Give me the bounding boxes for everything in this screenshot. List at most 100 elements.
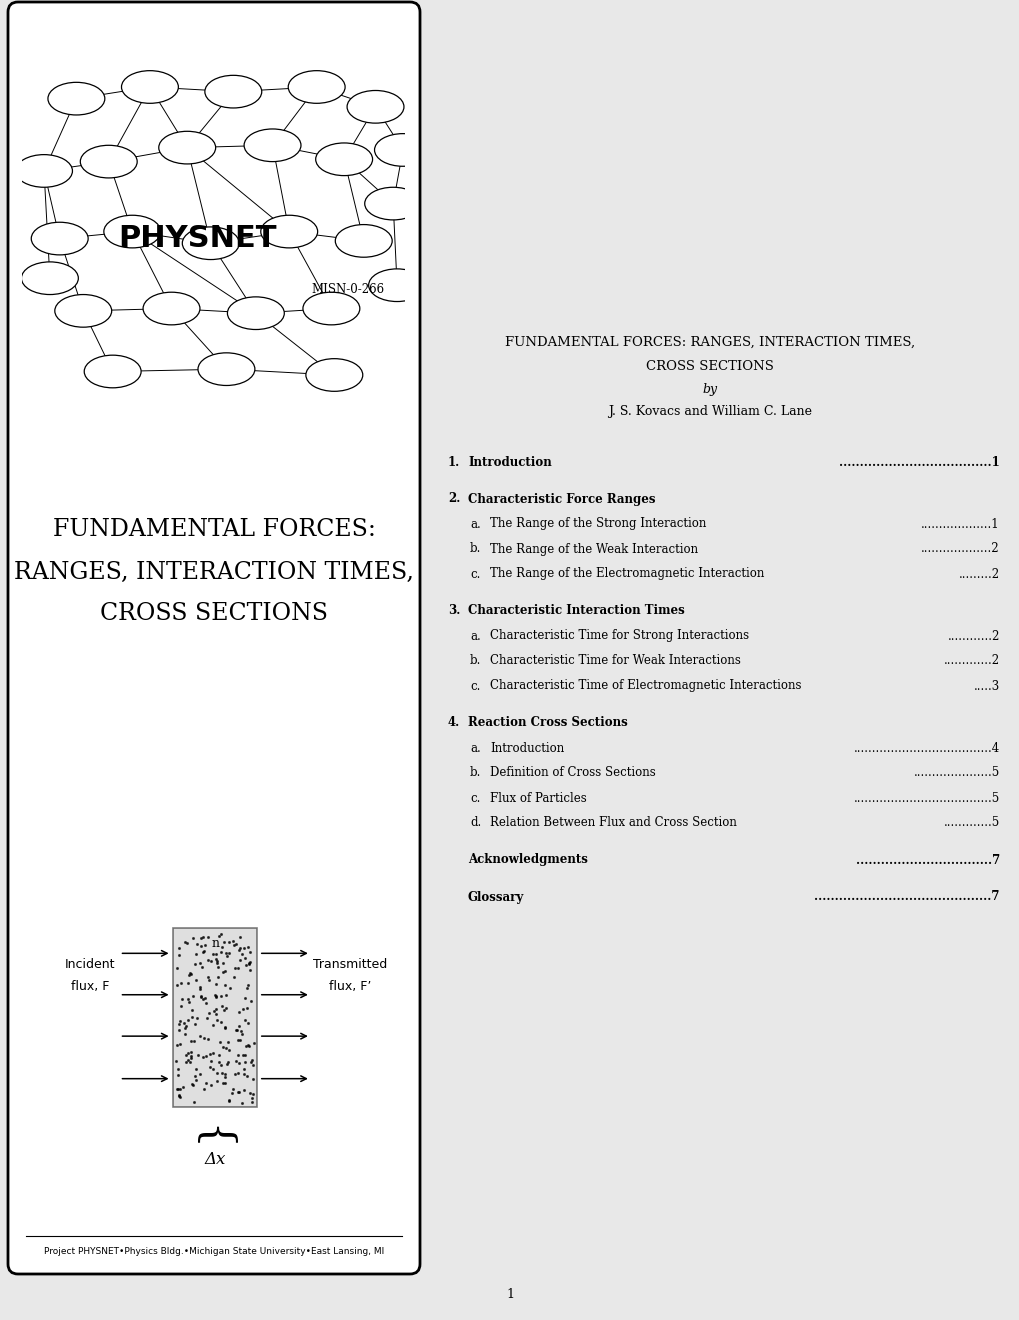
- Text: Glossary: Glossary: [468, 891, 524, 903]
- Ellipse shape: [48, 82, 105, 115]
- Point: [245, 1084, 261, 1105]
- Point: [211, 1044, 227, 1065]
- Point: [186, 953, 203, 974]
- Point: [189, 933, 205, 954]
- Point: [197, 935, 213, 956]
- Point: [218, 985, 234, 1006]
- Point: [187, 944, 204, 965]
- Point: [226, 1064, 243, 1085]
- Point: [201, 1002, 217, 1023]
- Text: Characteristic Force Ranges: Characteristic Force Ranges: [468, 492, 655, 506]
- Ellipse shape: [21, 261, 78, 294]
- Point: [217, 1067, 233, 1088]
- Point: [217, 960, 233, 981]
- Point: [226, 958, 243, 979]
- Point: [187, 969, 204, 990]
- Point: [204, 1015, 220, 1036]
- Point: [187, 1059, 204, 1080]
- Point: [184, 1074, 201, 1096]
- Text: ...................2: ...................2: [920, 543, 999, 556]
- Point: [245, 1055, 261, 1076]
- Point: [231, 949, 248, 970]
- Point: [222, 977, 238, 998]
- Text: 1: 1: [505, 1288, 514, 1302]
- Point: [178, 1015, 195, 1036]
- Text: a.: a.: [470, 517, 480, 531]
- Point: [179, 1049, 196, 1071]
- Point: [200, 1028, 216, 1049]
- Text: PHYSNET: PHYSNET: [117, 224, 276, 253]
- Text: RANGES, INTERACTION TIMES,: RANGES, INTERACTION TIMES,: [14, 561, 414, 583]
- Point: [192, 1026, 208, 1047]
- Point: [170, 937, 186, 958]
- Point: [236, 948, 253, 969]
- Point: [208, 999, 224, 1020]
- Point: [214, 1063, 230, 1084]
- Point: [200, 927, 216, 948]
- Ellipse shape: [55, 294, 112, 327]
- Point: [215, 961, 231, 982]
- Point: [220, 932, 236, 953]
- Point: [243, 941, 259, 962]
- Bar: [173, 928, 257, 1106]
- Ellipse shape: [85, 355, 141, 388]
- Point: [244, 1092, 260, 1113]
- Point: [184, 986, 201, 1007]
- Point: [185, 1092, 202, 1113]
- Point: [216, 1018, 232, 1039]
- Point: [233, 1092, 250, 1113]
- Point: [231, 927, 248, 948]
- Point: [171, 1014, 187, 1035]
- Ellipse shape: [15, 154, 72, 187]
- Point: [187, 1014, 204, 1035]
- Point: [179, 989, 196, 1010]
- Text: .................................7: .................................7: [855, 854, 999, 866]
- Point: [172, 1078, 189, 1100]
- Point: [219, 1053, 235, 1074]
- Point: [235, 1064, 252, 1085]
- Point: [221, 1040, 237, 1061]
- Text: .....................................5: .....................................5: [853, 792, 999, 804]
- Text: Project PHYSNET•Physics Bldg.•Michigan State University•East Lansing, MI: Project PHYSNET•Physics Bldg.•Michigan S…: [44, 1247, 384, 1257]
- Point: [236, 1059, 253, 1080]
- Text: .............5: .............5: [943, 817, 999, 829]
- Text: a.: a.: [470, 742, 480, 755]
- Point: [231, 1015, 248, 1036]
- Text: ...................1: ...................1: [920, 517, 999, 531]
- Text: b.: b.: [470, 543, 481, 556]
- Point: [235, 998, 252, 1019]
- Text: flux, F’: flux, F’: [328, 981, 371, 994]
- Text: Characteristic Time for Weak Interactions: Characteristic Time for Weak Interaction…: [489, 655, 740, 668]
- Text: a.: a.: [470, 630, 480, 643]
- Point: [193, 985, 209, 1006]
- Point: [221, 1090, 237, 1111]
- Point: [170, 1019, 186, 1040]
- Point: [211, 1051, 227, 1072]
- Point: [182, 1047, 199, 1068]
- Point: [202, 1051, 218, 1072]
- Point: [214, 936, 230, 957]
- Text: c.: c.: [470, 680, 480, 693]
- Point: [204, 1043, 220, 1064]
- Ellipse shape: [346, 91, 404, 123]
- Point: [229, 957, 246, 978]
- Point: [204, 944, 220, 965]
- Point: [237, 1036, 254, 1057]
- Point: [183, 999, 200, 1020]
- Text: The Range of the Electromagnetic Interaction: The Range of the Electromagnetic Interac…: [489, 568, 763, 581]
- Point: [243, 1052, 259, 1073]
- Point: [182, 1045, 199, 1067]
- Point: [214, 995, 230, 1016]
- Text: J. S. Kovacs and William C. Lane: J. S. Kovacs and William C. Lane: [607, 405, 811, 418]
- Point: [185, 1031, 202, 1052]
- Point: [189, 1007, 205, 1028]
- Point: [219, 1031, 235, 1052]
- Text: Introduction: Introduction: [489, 742, 564, 755]
- Point: [181, 962, 198, 983]
- Point: [175, 1012, 192, 1034]
- Point: [182, 1051, 199, 1072]
- Point: [169, 957, 185, 978]
- Ellipse shape: [335, 224, 392, 257]
- Point: [190, 1045, 206, 1067]
- Point: [212, 986, 228, 1007]
